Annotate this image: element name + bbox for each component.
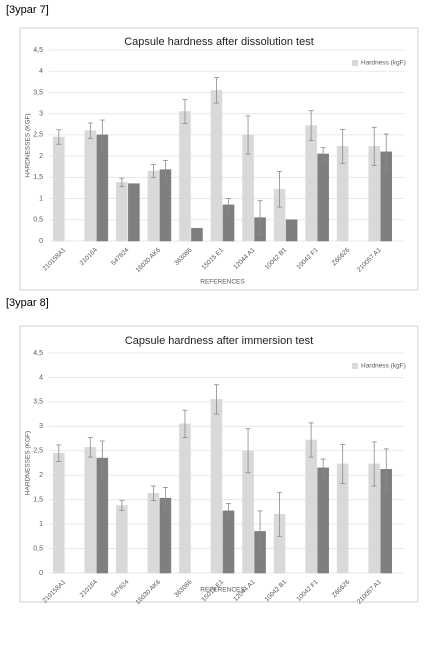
bar	[306, 126, 317, 241]
bar	[160, 170, 171, 241]
y-axis-label: HARDNESSES (KGF)	[25, 431, 32, 495]
bar	[318, 468, 329, 573]
x-tick-label: Z66626	[331, 246, 352, 267]
x-tick-label: 363086	[173, 246, 194, 267]
bar	[116, 506, 127, 573]
x-tick-label: 12044 A1	[232, 246, 257, 271]
y-tick-label: 2,5	[33, 448, 43, 455]
y-tick-label: 2	[39, 153, 43, 160]
y-axis-label: HARDNESSES (KGF)	[25, 113, 32, 177]
bar	[85, 131, 96, 241]
legend-swatch	[352, 60, 358, 66]
x-tick-label: 210057 A1	[356, 246, 383, 273]
chart-title: Capsule hardness after dissolution test	[124, 36, 314, 48]
x-tick-label: 363086	[173, 578, 194, 599]
bar	[128, 184, 139, 241]
bar	[306, 440, 317, 573]
bar	[148, 171, 159, 241]
caption: [3ypar 7]	[6, 4, 49, 16]
bar	[116, 182, 127, 241]
y-tick-label: 1,5	[33, 497, 43, 504]
caption: [3ypar 8]	[6, 297, 49, 309]
y-tick-label: 1,5	[33, 174, 43, 181]
bar	[286, 220, 297, 241]
bar	[211, 90, 222, 241]
y-tick-label: 3	[39, 111, 43, 118]
x-tick-label: 547824	[110, 246, 131, 267]
legend-label: Hardness (kgF)	[361, 60, 406, 67]
y-tick-label: 0,5	[33, 217, 43, 224]
legend-swatch	[352, 363, 358, 369]
y-tick-label: 3,5	[33, 399, 43, 406]
page: [3ypar 7] [3ypar 8] Capsule hardness aft…	[0, 0, 444, 645]
bar	[85, 447, 96, 573]
x-tick-label: 10042 F1	[295, 578, 320, 603]
y-tick-label: 1	[39, 521, 43, 528]
y-tick-label: 3	[39, 423, 43, 430]
chart-title: Capsule hardness after immersion test	[125, 335, 313, 347]
y-tick-label: 2,5	[33, 132, 43, 139]
y-tick-label: 0	[39, 570, 43, 577]
bar	[223, 511, 234, 573]
x-tick-label: 16030 AK6	[135, 246, 163, 274]
bar	[148, 493, 159, 573]
bar	[179, 424, 190, 573]
bar	[160, 498, 171, 573]
bar	[53, 453, 64, 573]
x-tick-label: 10042 F1	[295, 246, 320, 271]
y-tick-label: 1	[39, 195, 43, 202]
x-tick-label: 547824	[110, 578, 131, 599]
bar	[97, 135, 108, 241]
x-tick-label: 210158A1	[41, 246, 67, 272]
bar	[53, 137, 64, 241]
x-axis-label: REFERENCES	[200, 279, 245, 286]
y-tick-label: 4,5	[33, 350, 43, 357]
x-tick-label: 10042 B1	[264, 246, 289, 271]
y-tick-label: 0	[39, 238, 43, 245]
y-tick-label: 4,5	[33, 47, 43, 54]
x-tick-label: 210158A1	[41, 578, 67, 604]
x-tick-label: 10042 B1	[264, 578, 289, 603]
bar	[191, 228, 202, 241]
x-tick-label: 210164	[79, 578, 100, 599]
bar	[318, 154, 329, 241]
x-tick-label: 210164	[79, 246, 100, 267]
y-tick-label: 2	[39, 472, 43, 479]
bar	[179, 112, 190, 241]
y-tick-label: 0,5	[33, 545, 43, 552]
legend-label: Hardness (kgF)	[361, 363, 406, 370]
y-tick-label: 4	[39, 68, 43, 75]
x-tick-label: Z66626	[331, 578, 352, 599]
x-tick-label: 15015 E1	[200, 246, 225, 271]
y-tick-label: 3,5	[33, 89, 43, 96]
y-tick-label: 4	[39, 374, 43, 381]
bar	[211, 399, 222, 573]
